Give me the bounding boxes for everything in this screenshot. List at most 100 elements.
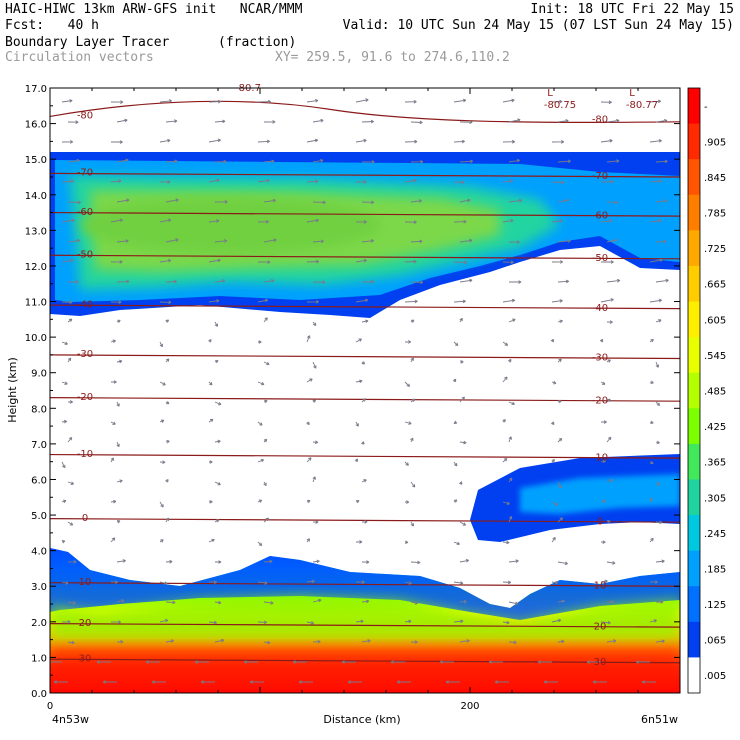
circulation-vector [410, 319, 415, 323]
circulation-vector [410, 481, 416, 488]
circulation-vector [61, 300, 73, 305]
circulation-vector [600, 540, 606, 544]
circulation-vector [606, 436, 612, 443]
circulation-vector [208, 580, 218, 584]
circulation-vector [61, 140, 74, 144]
colorbar-label: .005 [704, 671, 726, 682]
circulation-vector [606, 118, 620, 123]
colorbar-label: .905 [704, 137, 726, 148]
y-tick-label: 8.0 [31, 404, 47, 415]
circulation-vector [361, 361, 366, 365]
circulation-vector [116, 359, 123, 364]
circulation-vector [649, 537, 654, 543]
circulation-vector [655, 639, 665, 643]
circulation-vector [208, 138, 221, 143]
header-valid: Valid: 10 UTC Sun 24 May 15 (07 LST Sun … [342, 18, 734, 33]
circulation-vector [110, 499, 117, 504]
isotherm-line [50, 453, 680, 459]
circulation-vector [208, 500, 213, 504]
circulation-vector [165, 600, 176, 605]
circulation-vector [361, 441, 365, 445]
circulation-vector [655, 440, 660, 445]
circulation-vector [649, 420, 654, 425]
circulation-vector [258, 340, 262, 344]
circulation-vector [404, 220, 417, 224]
isotherm-line [50, 100, 680, 123]
circulation-vector [61, 419, 68, 424]
circulation-vector [165, 119, 178, 123]
circulation-vector [159, 618, 169, 623]
circulation-vector [361, 200, 375, 205]
circulation-vector [208, 538, 215, 543]
circulation-vector [649, 338, 654, 343]
circulation-vector [208, 258, 221, 263]
circulation-vector [502, 139, 516, 144]
circulation-vector [606, 561, 616, 565]
circulation-vector [312, 361, 317, 369]
circulation-vector [600, 579, 608, 584]
circulation-vector [165, 400, 170, 405]
circulation-vector [655, 278, 669, 283]
circulation-vector [551, 580, 559, 585]
circulation-vector [410, 120, 423, 125]
circulation-vector [453, 98, 467, 103]
colorbar-swatch [688, 443, 700, 480]
circulation-vector [557, 279, 570, 284]
circulation-vector [557, 561, 568, 566]
isotherm-label: 10 [79, 577, 92, 588]
circulation-vector [361, 398, 366, 403]
circulation-vector [557, 437, 563, 443]
circulation-vector [606, 639, 617, 643]
circulation-vector [557, 159, 571, 164]
circulation-vector [165, 198, 179, 203]
circulation-vector [165, 238, 179, 243]
isotherm-label: -20 [77, 392, 93, 403]
circulation-vector [355, 421, 359, 427]
circulation-vector [361, 119, 374, 124]
circulation-vector [557, 639, 565, 644]
circulation-vector [200, 680, 215, 684]
circulation-vector [453, 499, 458, 503]
y-tick-label: 1.0 [31, 653, 47, 664]
y-tick-label: 4.0 [31, 547, 47, 558]
circulation-vector [601, 420, 607, 424]
circulation-vector [306, 421, 310, 426]
circulation-vector [355, 258, 367, 263]
circulation-vector [649, 380, 654, 385]
circulation-vector [508, 240, 520, 244]
circulation-vector [508, 640, 517, 645]
circulation-vector [655, 159, 668, 164]
circulation-vector [453, 180, 465, 185]
y-axis-label: Height (km) [6, 357, 19, 423]
circulation-vector [110, 260, 123, 264]
isotherm-label: -30 [77, 349, 93, 360]
circulation-vector [404, 381, 411, 387]
circulation-vector [361, 560, 370, 564]
circulation-vector [165, 159, 178, 164]
circulation-vector [439, 660, 454, 664]
circulation-vector [257, 581, 268, 585]
circulation-vector [257, 139, 270, 144]
circulation-vector [557, 198, 569, 203]
header-title: HAIC-HIWC 13km ARW-GFS init NCAR/MMM [5, 2, 303, 17]
circulation-vector [508, 477, 513, 483]
circulation-vector [592, 680, 607, 684]
isotherm-label: -10 [77, 449, 93, 460]
circulation-vector [298, 680, 313, 684]
circulation-vector [312, 399, 317, 403]
circulation-vector [410, 398, 416, 403]
circulation-vector [312, 559, 320, 564]
circulation-vector [600, 298, 614, 303]
isotherm-line [50, 304, 680, 310]
y-tick-label: 3.0 [31, 582, 47, 593]
circulation-vectors [50, 98, 669, 684]
vector-label: Circulation vectors [5, 50, 154, 65]
circulation-vector [361, 599, 370, 604]
circulation-vector [649, 139, 662, 143]
circulation-vector [159, 381, 166, 386]
circulation-vector [355, 98, 369, 103]
circulation-vector [249, 680, 264, 684]
field-units: (fraction) [218, 35, 297, 50]
isotherm-label: -40 [77, 299, 93, 310]
isotherm-label: -70 [77, 168, 93, 179]
